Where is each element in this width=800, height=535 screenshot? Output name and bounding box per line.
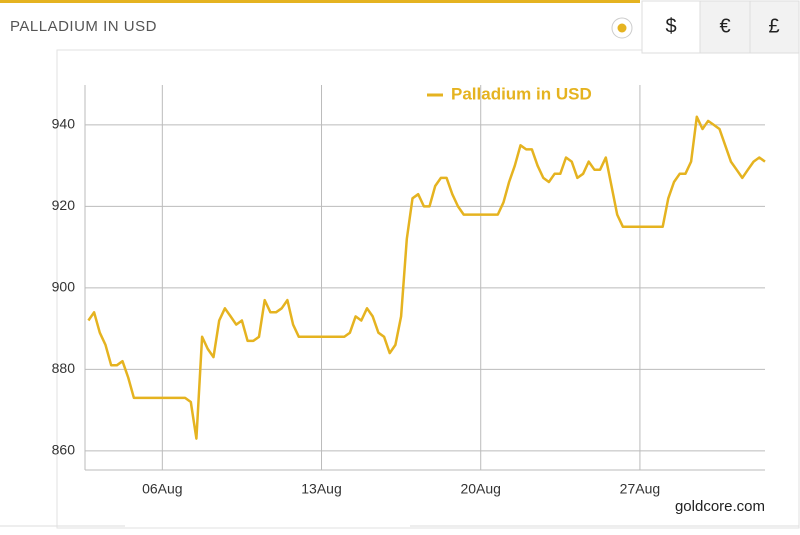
y-tick-label: 880 bbox=[52, 360, 76, 376]
x-tick-label: 27Aug bbox=[620, 481, 660, 497]
x-tick-label: 06Aug bbox=[142, 481, 182, 497]
y-tick-label: 920 bbox=[52, 197, 76, 213]
top-accent bbox=[0, 0, 640, 3]
tab-gbp[interactable] bbox=[749, 0, 800, 54]
tab-usd[interactable] bbox=[641, 0, 701, 54]
legend-label: Palladium in USD bbox=[451, 84, 592, 103]
widget-title: PALLADIUM IN USD bbox=[10, 18, 157, 35]
tab-label: € bbox=[719, 15, 730, 37]
x-tick-label: 20Aug bbox=[460, 481, 500, 497]
tab-label: $ bbox=[665, 15, 676, 37]
tab-label: £ bbox=[768, 15, 779, 37]
tab-eur[interactable] bbox=[699, 0, 751, 54]
y-tick-label: 900 bbox=[52, 279, 76, 295]
chart-frame bbox=[56, 49, 800, 529]
toggle-dot bbox=[617, 23, 627, 33]
y-tick-label: 860 bbox=[52, 442, 76, 458]
source: goldcore.com bbox=[675, 498, 765, 515]
x-tick-label: 13Aug bbox=[301, 481, 341, 497]
y-tick-label: 940 bbox=[52, 116, 76, 132]
price-line bbox=[87, 115, 766, 440]
